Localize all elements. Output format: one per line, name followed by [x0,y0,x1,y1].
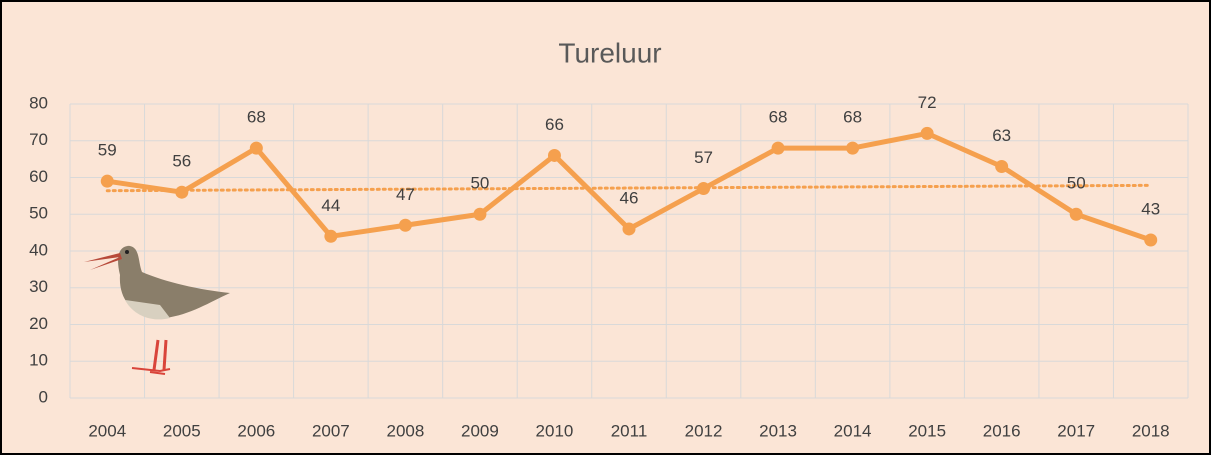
data-point [399,219,412,232]
data-label: 43 [1141,199,1160,218]
x-tick-label: 2015 [908,421,946,440]
data-point [921,127,934,140]
y-tick-label: 50 [29,204,48,223]
x-tick-label: 2011 [611,421,648,440]
data-label: 46 [620,188,639,207]
x-tick-label: 2010 [536,421,574,440]
data-point [995,160,1008,173]
data-point [250,142,263,155]
y-tick-label: 0 [39,387,48,406]
data-label: 50 [1067,174,1086,193]
data-point [772,142,785,155]
x-tick-label: 2013 [759,421,797,440]
x-tick-label: 2006 [237,421,275,440]
y-tick-label: 30 [29,277,48,296]
data-label: 72 [918,93,937,112]
data-point [846,142,859,155]
y-tick-label: 60 [29,167,48,186]
data-label: 50 [470,174,489,193]
chart-title: Tureluur [558,37,661,68]
data-point [101,175,114,188]
data-label: 59 [98,141,117,160]
data-point [1144,233,1157,246]
data-label: 68 [843,108,862,127]
x-tick-label: 2012 [685,421,723,440]
data-label: 63 [992,126,1011,145]
data-label: 68 [247,108,266,127]
y-tick-label: 80 [29,93,48,112]
chart-background [1,1,1210,454]
data-point [175,186,188,199]
y-tick-label: 10 [29,351,48,370]
data-label: 66 [545,115,564,134]
x-tick-label: 2008 [386,421,424,440]
data-point [548,149,561,162]
data-point [324,230,337,243]
x-tick-label: 2009 [461,421,499,440]
y-tick-label: 40 [29,240,48,259]
data-label: 44 [321,196,340,215]
data-label: 68 [769,108,788,127]
data-label: 56 [172,152,191,171]
data-point [623,222,636,235]
x-tick-label: 2004 [88,421,126,440]
x-tick-label: 2016 [983,421,1021,440]
x-tick-label: 2018 [1132,421,1170,440]
data-label: 57 [694,148,713,167]
data-point [473,208,486,221]
x-tick-label: 2005 [163,421,201,440]
y-tick-label: 20 [29,314,48,333]
data-point [697,182,710,195]
data-point [1070,208,1083,221]
chart: Tureluur 0 10 20 30 40 50 60 70 80 2004 2005 2006 20… [0,0,1211,455]
x-tick-label: 2017 [1057,421,1095,440]
x-tick-label: 2007 [312,421,350,440]
data-label: 47 [396,185,415,204]
x-tick-label: 2014 [834,421,872,440]
y-tick-label: 70 [29,130,48,149]
